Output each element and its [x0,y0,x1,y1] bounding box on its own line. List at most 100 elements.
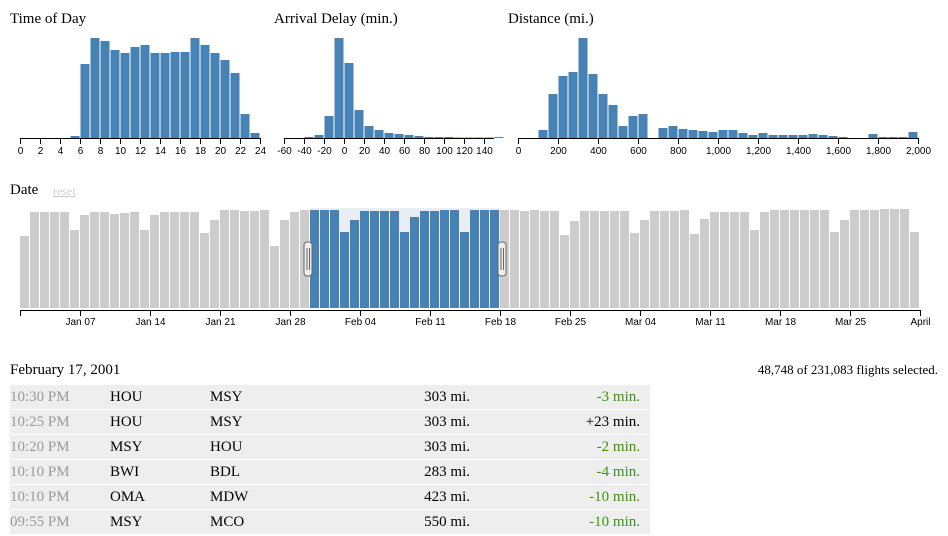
date-tick-label: April [910,317,930,328]
date-bar [480,210,489,308]
time-of-day-title: Time of Day [10,11,87,27]
date-bar [200,233,209,308]
flight-origin: BWI [110,464,140,480]
date-bar [830,232,839,308]
flight-distance: 550 mi. [424,514,470,530]
x-tick-label: 1,600 [826,146,851,157]
date-bar [510,210,519,308]
date-bar [470,210,479,308]
delay-bar [444,137,454,138]
date-bar [580,211,589,308]
distance-bar [688,130,698,138]
flight-row: 10:10 PM OMA MDW 423 mi. -10 min. [10,485,650,509]
flight-distance: 303 mi. [424,414,470,430]
date-bar [100,212,109,308]
date-bar [410,217,419,308]
date-bar [240,211,249,308]
date-bar [610,211,619,308]
time-of-day-bar [160,53,170,138]
flight-origin: HOU [110,414,143,430]
date-tick-label: Feb 04 [345,317,377,328]
time-of-day-bar [70,136,80,138]
charts-canvas[interactable]: 0 2 4 6 8 10 12 14 16 18 20 22 24 -60 -40 -20 0 20 40 60 80 1… [0,0,948,340]
time-of-day-bar [120,53,130,138]
delay-bar [344,63,354,138]
date-bar [820,210,829,308]
distance-bar [878,137,888,138]
x-tick-label: 20 [215,146,227,157]
flight-destination: MCO [210,514,245,530]
date-bar [780,210,789,308]
distance-title: Distance (mi.) [508,11,594,27]
date-bar [320,210,329,308]
date-tick-label: Mar 25 [835,317,867,328]
date-bar [150,215,159,308]
distance-bar [748,135,758,138]
x-tick-label: 22 [235,146,247,157]
x-tick-label: 14 [155,146,167,157]
flight-row: 10:10 PM BWI BDL 283 mi. -4 min. [10,460,650,484]
flight-distance: 423 mi. [424,489,470,505]
date-bar [440,210,449,308]
flight-origin: HOU [110,389,143,405]
date-bar [460,232,469,308]
x-tick-label: 600 [630,146,647,157]
date-bar [860,210,869,308]
date-bar [70,230,79,308]
time-of-day-bar [110,50,120,138]
distance-bar [618,126,628,138]
date-tick-label: Mar 11 [695,317,726,328]
distance-bar [788,135,798,138]
distance-bar [558,76,568,138]
x-tick-label: 0 [342,146,348,157]
distance-bar [838,137,848,138]
brush-handle-right[interactable] [497,241,507,277]
flight-origin: MSY [110,439,143,455]
date-bar [350,220,359,308]
flight-time: 09:55 PM [10,514,70,530]
date-bar [770,210,779,308]
brush-handle-left[interactable] [303,241,313,277]
distance-bar [718,130,728,138]
date-bar [280,220,289,308]
date-tick-label: Feb 11 [415,317,446,328]
x-tick-label: 1,400 [786,146,811,157]
flight-time: 10:25 PM [10,414,70,430]
distance-bar [728,130,738,138]
distance-bar [638,114,648,138]
distance-bar [818,135,828,138]
x-tick-label: 800 [670,146,687,157]
x-tick-label: 4 [58,146,64,157]
distance-chart: 0 200 400 600 800 1,000 1,200 1,400 1,600 1,800 2,… [516,38,931,157]
x-tick-label: 80 [419,146,431,157]
date-tick-label: Feb 25 [555,317,587,328]
date-bar [740,212,749,308]
time-of-day-chart: 0 2 4 6 8 10 12 14 16 18 20 22 24 [18,38,266,157]
distance-bar [548,94,558,138]
date-bar [380,211,389,308]
time-of-day-bar [130,47,140,138]
date-bar [390,211,399,308]
date-reset-link[interactable]: reset [53,184,76,198]
date-tick-label: Feb 18 [485,317,517,328]
date-bar [20,236,29,308]
x-tick-label: 2,000 [906,146,931,157]
brush-handle-grip [303,241,313,277]
date-bar [890,209,899,308]
arrival-delay-title: Arrival Delay (min.) [274,11,398,27]
flight-delay: -10 min. [589,514,640,530]
time-of-day-bar [210,53,220,138]
date-tick-label: Jan 28 [275,317,305,328]
date-tick-label: Jan 14 [135,317,165,328]
date-bar [140,230,149,308]
time-of-day-bar [250,133,260,138]
date-tick-label: Jan 21 [205,317,235,328]
x-tick-label: 6 [78,146,84,157]
date-bar [680,210,689,308]
x-tick-label: 18 [195,146,207,157]
delay-bar [324,116,334,138]
date-bar [570,221,579,308]
date-bar [80,215,89,308]
x-tick-label: -40 [297,146,312,157]
x-tick-label: 8 [98,146,104,157]
